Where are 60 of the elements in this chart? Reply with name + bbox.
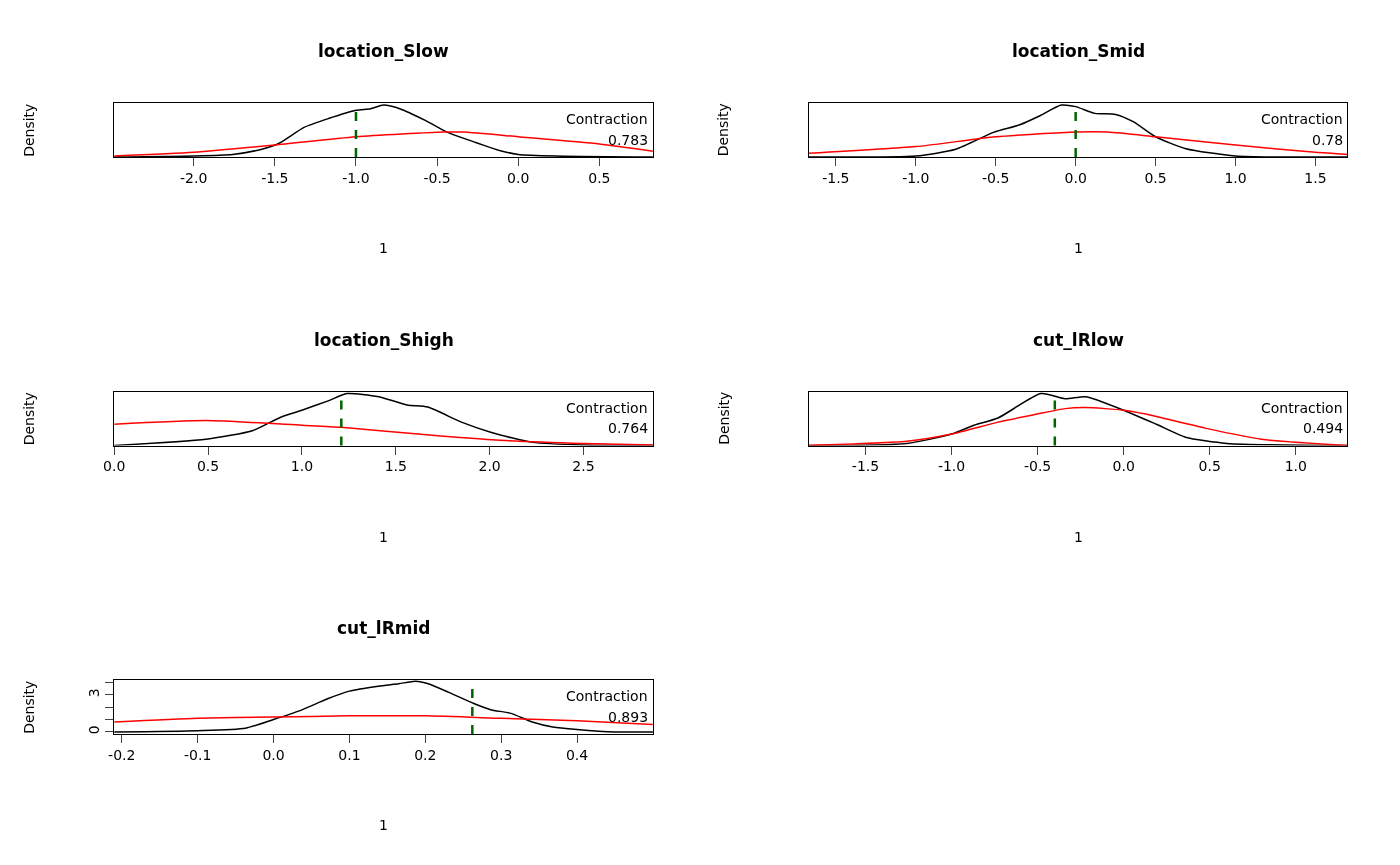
y-axis-title: Density [715,103,732,157]
x-axis-title: 1 [379,529,388,545]
x-tick-label: 1.5 [1304,169,1327,186]
x-tick-label: 0.1 [338,746,361,763]
annotation: 0.494 [1303,420,1344,436]
x-tick-label: 0.2 [414,746,437,763]
annotation: Contraction [566,400,648,416]
x-tick-label: 2.5 [572,458,595,475]
y-axis-title: Density [20,680,37,734]
x-tick-label: 1.0 [1284,458,1307,475]
x-tick-label: -0.5 [982,169,1010,186]
annotation: 0.78 [1312,132,1344,148]
chart-title: cut_lRmid [337,618,431,638]
y-axis-title: Density [715,391,732,445]
x-axis-title: 1 [379,240,388,256]
annotation: Contraction [1261,111,1343,127]
x-tick-label: 1.0 [1224,169,1247,186]
x-tick-label: -0.1 [183,746,212,763]
x-axis-title: 1 [1074,529,1083,545]
x-tick-label: 0.0 [262,746,285,763]
x-axis-title: 1 [1074,240,1083,256]
x-tick-label: 1.5 [384,458,407,475]
x-axis-title: 1 [379,817,388,833]
annotation: 0.764 [608,420,649,436]
x-tick-label: 0.3 [490,746,513,763]
x-tick-label: -0.5 [423,169,451,186]
x-tick-label: -1.0 [902,169,930,186]
annotation: 0.783 [608,132,649,148]
y-axis-title: Density [21,392,38,446]
x-tick-label: -1.5 [851,458,880,475]
y-tick-label: 3 [86,688,103,698]
x-tick-label: -1.0 [342,169,370,186]
annotation: Contraction [1261,400,1343,416]
x-tick-label: 0.5 [1144,169,1167,186]
x-tick-label: -2.0 [180,169,208,186]
annotation: 0.893 [608,709,649,725]
x-tick-label: 0.4 [565,746,589,763]
x-tick-label: -0.5 [1023,458,1052,475]
x-tick-label: 0.0 [507,169,530,186]
x-tick-label: 0.0 [103,458,126,475]
x-tick-label: 2.0 [478,458,501,475]
annotation: Contraction [566,688,648,704]
x-tick-label: -1.5 [261,169,289,186]
x-tick-label: 0.5 [196,458,220,475]
y-tick-label: 0 [86,725,103,735]
chart-title: location_Slow [318,41,450,61]
x-tick-label: 0.0 [1064,169,1087,186]
x-tick-label: -0.2 [108,746,136,763]
x-tick-label: 0.5 [588,169,611,186]
annotation: Contraction [566,111,648,127]
chart-title: cut_lRlow [1033,330,1125,350]
chart-title: location_Smid [1012,41,1146,61]
x-tick-label: 0.5 [1198,458,1221,475]
y-axis-title: Density [20,103,37,157]
x-tick-label: -1.0 [937,458,966,475]
x-tick-label: 1.0 [290,458,314,475]
chart-title: location_Shigh [314,330,454,350]
x-tick-label: 0.0 [1112,458,1135,475]
x-tick-label: -1.5 [822,169,850,186]
line-series [114,714,653,726]
